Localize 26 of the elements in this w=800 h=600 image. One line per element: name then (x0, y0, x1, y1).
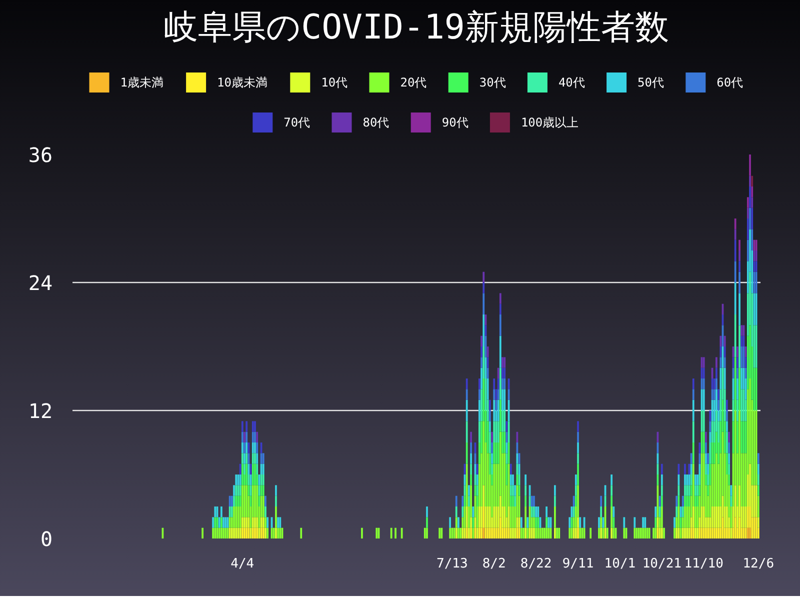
legend-label: 30代 (479, 76, 506, 90)
x-tick-label: 12/6 (742, 556, 774, 572)
legend-label: 10代 (321, 76, 348, 90)
y-tick-label: 24 (28, 271, 53, 295)
legend-label: 40代 (558, 76, 585, 90)
x-tick-label: 8/22 (520, 556, 552, 572)
legend-label: 1歳未満 (120, 76, 164, 90)
y-tick-label: 36 (28, 143, 53, 167)
x-tick-label: 8/2 (482, 556, 506, 572)
legend-label: 80代 (362, 116, 390, 130)
y-tick-label: 0 (40, 527, 53, 551)
x-tick-label: 9/11 (562, 556, 594, 572)
legend-label: 100歳以上 (520, 116, 579, 130)
legend-label: 60代 (716, 76, 744, 90)
x-tick-label: 11/10 (684, 556, 724, 572)
y-tick-label: 12 (28, 399, 53, 423)
x-tick-label: 4/4 (230, 556, 254, 572)
legend-label: 70代 (284, 116, 310, 130)
legend-label: 90代 (442, 116, 468, 130)
x-tick-label: 7/13 (436, 556, 468, 572)
x-tick-label: 10/21 (642, 556, 682, 572)
chart-title: 岐阜県のCOVID-19新規陽性者数 (164, 8, 669, 48)
x-tick-label: 10/1 (604, 556, 636, 572)
legend-label: 20代 (400, 76, 427, 90)
legend-label: 10歳未満 (217, 76, 268, 90)
legend-label: 50代 (638, 76, 664, 90)
